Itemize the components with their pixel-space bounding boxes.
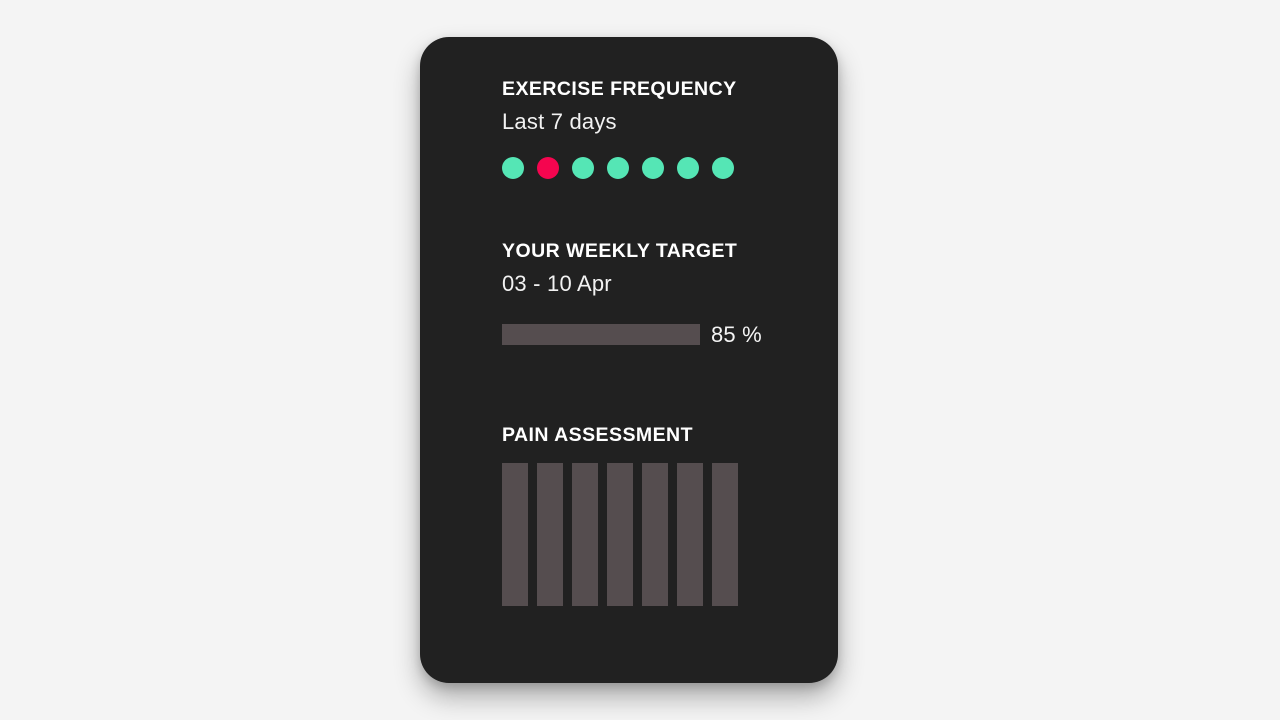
progress-bar-fill (502, 324, 671, 346)
exercise-day-dot[interactable] (642, 156, 664, 179)
exercise-day-dot[interactable] (537, 156, 559, 179)
weekly-target-heading: YOUR WEEKLY TARGET (502, 240, 738, 262)
exercise-frequency-subheading: Last 7 days (502, 109, 617, 135)
exercise-day-dot[interactable] (572, 156, 594, 179)
exercise-day-dot[interactable] (502, 156, 524, 179)
exercise-day-dot[interactable] (607, 156, 629, 179)
progress-percent-label: 85 % (711, 321, 762, 347)
exercise-frequency-section: EXERCISE FREQUENCY Last 7 days (502, 79, 737, 179)
pain-assessment-bar[interactable] (677, 463, 703, 607)
weekly-target-subheading: 03 - 10 Apr (502, 271, 612, 297)
pain-assessment-bar[interactable] (572, 463, 598, 607)
pain-assessment-heading: PAIN ASSESSMENT (502, 424, 693, 446)
pain-assessment-bar[interactable] (642, 463, 668, 607)
pain-assessment-bar[interactable] (502, 463, 528, 607)
exercise-day-dot[interactable] (677, 156, 699, 179)
pain-assessment-bar[interactable] (607, 463, 633, 607)
health-summary-card: EXERCISE FREQUENCY Last 7 days YOUR WEEK… (420, 37, 838, 683)
pain-assessment-chart (502, 463, 738, 607)
weekly-target-section: YOUR WEEKLY TARGET 03 - 10 Apr 85 % (502, 241, 762, 348)
exercise-frequency-dots (502, 156, 737, 179)
pain-assessment-bar[interactable] (712, 463, 738, 607)
pain-assessment-bar[interactable] (537, 463, 563, 607)
progress-bar-track[interactable] (502, 324, 700, 346)
weekly-target-progress: 85 % (502, 322, 762, 348)
exercise-day-dot[interactable] (712, 156, 734, 179)
exercise-frequency-heading: EXERCISE FREQUENCY (502, 78, 737, 100)
pain-assessment-section: PAIN ASSESSMENT (502, 424, 738, 607)
